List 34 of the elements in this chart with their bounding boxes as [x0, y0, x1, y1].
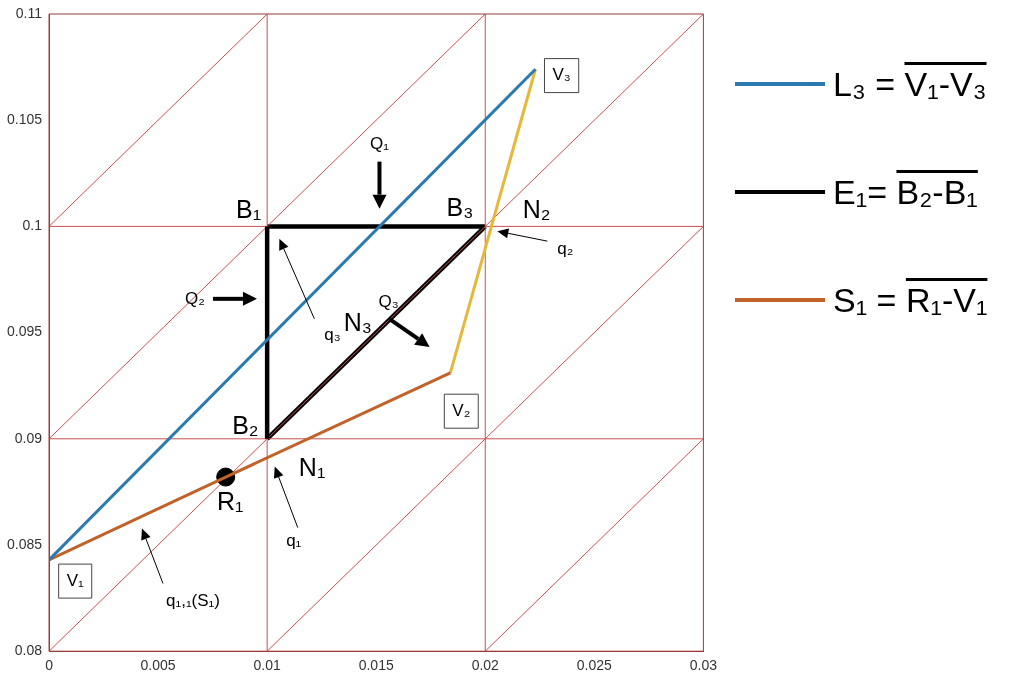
y-tick-label: 0.095	[6, 323, 43, 340]
legend-label: L₃ = V₁-V₃	[833, 64, 987, 104]
x-tick-label: 0.01	[253, 657, 281, 674]
legend-label: S₁ = R₁-V₁	[833, 280, 988, 320]
x-tick-label: 0	[45, 657, 54, 674]
y-tick-label: 0.1	[22, 217, 43, 234]
y-tick-label: 0.09	[14, 429, 43, 446]
annotation: B₁	[236, 194, 262, 223]
y-tick-label: 0.105	[6, 111, 43, 128]
annotation: q₂	[557, 238, 574, 258]
x-tick-label: 0.02	[471, 657, 500, 674]
annotation: N₃	[343, 307, 373, 336]
annotation: B₃	[446, 192, 474, 221]
legend-label: E₁= B₂-B₁	[833, 172, 978, 212]
annotation: V₁	[66, 570, 85, 590]
annotation: q₁	[286, 531, 302, 551]
annotation: N₂	[522, 194, 551, 223]
y-tick-label: 0.08	[14, 642, 43, 659]
x-tick-label: 0.015	[358, 657, 394, 674]
annotation: V₃	[552, 65, 571, 85]
annotation: Q₂	[185, 288, 205, 308]
x-tick-label: 0.005	[140, 657, 176, 674]
y-tick-label: 0.085	[6, 535, 43, 552]
annotation: R₁	[217, 487, 244, 516]
annotation: V₂	[452, 400, 471, 420]
x-tick-label: 0.03	[689, 657, 718, 674]
x-tick-label: 0.025	[576, 657, 613, 674]
annotation: q₃	[324, 325, 341, 345]
annotation: q₁,₁(S₁)	[165, 591, 221, 611]
annotation: B₂	[232, 410, 259, 439]
annotation: Q₁	[369, 134, 390, 154]
annotation: N₁	[298, 452, 326, 481]
y-tick-label: 0.11	[15, 4, 43, 21]
annotation: Q₃	[378, 291, 399, 311]
